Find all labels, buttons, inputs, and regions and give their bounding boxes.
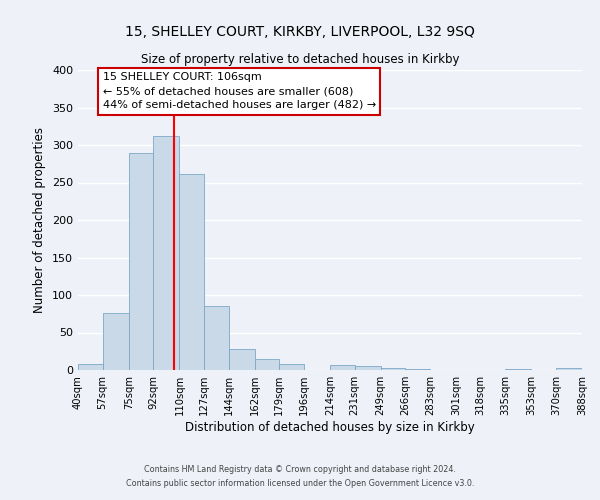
- Bar: [78, 364, 103, 370]
- Bar: [179, 174, 204, 370]
- Bar: [128, 152, 154, 370]
- Bar: [556, 368, 582, 370]
- Bar: [355, 366, 380, 370]
- Text: 15, SHELLEY COURT, KIRKBY, LIVERPOOL, L32 9SQ: 15, SHELLEY COURT, KIRKBY, LIVERPOOL, L3…: [125, 25, 475, 39]
- Bar: [380, 368, 406, 370]
- X-axis label: Distribution of detached houses by size in Kirkby: Distribution of detached houses by size …: [185, 421, 475, 434]
- Bar: [254, 359, 280, 370]
- Bar: [229, 349, 254, 370]
- Bar: [330, 365, 355, 370]
- Bar: [103, 313, 128, 370]
- Text: Size of property relative to detached houses in Kirkby: Size of property relative to detached ho…: [141, 52, 459, 66]
- Text: Contains HM Land Registry data © Crown copyright and database right 2024.
Contai: Contains HM Land Registry data © Crown c…: [126, 466, 474, 487]
- Bar: [406, 368, 430, 370]
- Bar: [154, 136, 179, 370]
- Text: 15 SHELLEY COURT: 106sqm
← 55% of detached houses are smaller (608)
44% of semi-: 15 SHELLEY COURT: 106sqm ← 55% of detach…: [103, 72, 376, 110]
- Bar: [280, 364, 304, 370]
- Bar: [505, 369, 532, 370]
- Bar: [204, 306, 229, 370]
- Y-axis label: Number of detached properties: Number of detached properties: [34, 127, 46, 313]
